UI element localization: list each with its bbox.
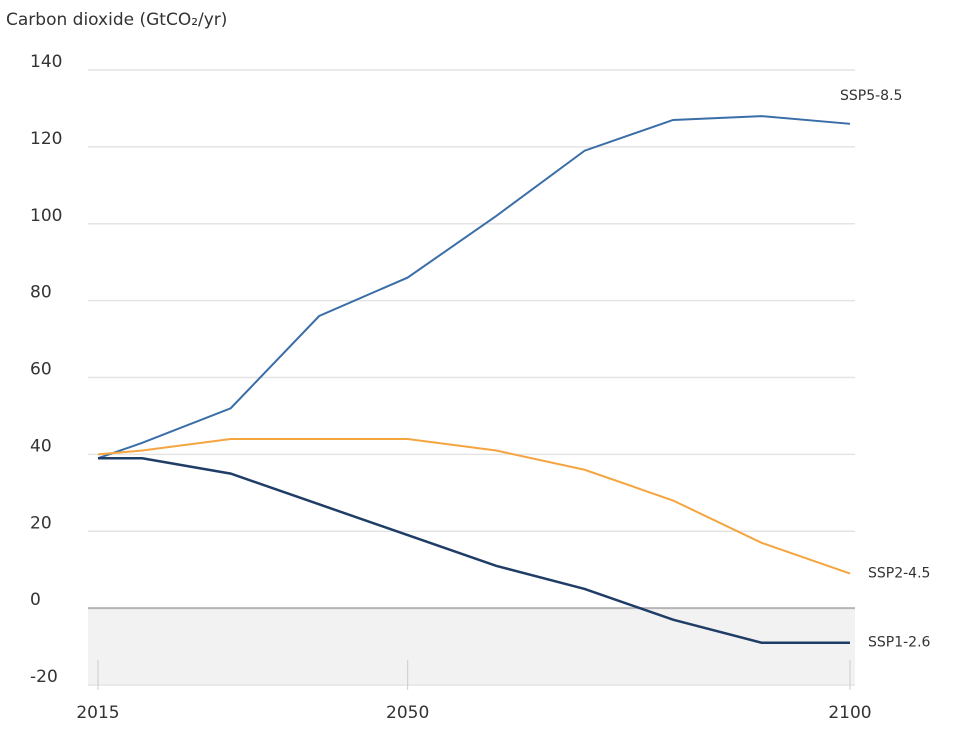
y-tick-label: -20 [30,667,58,687]
x-tick-label: 2100 [828,703,871,723]
negative-zone [88,608,855,685]
y-tick-label: 100 [30,206,62,226]
series-line [97,115,851,460]
series-line [98,456,850,644]
series-line [97,438,851,575]
y-tick-label: 120 [30,129,62,149]
y-tick-label: 20 [30,513,52,533]
chart-title: Carbon dioxide (GtCO₂/yr) [6,10,227,30]
series-label: SSP5-8.5 [840,88,902,104]
x-tick-label: 2050 [386,703,429,723]
series-label: SSP1-2.6 [868,635,931,651]
x-tick-label: 2015 [76,703,119,723]
y-tick-label: 0 [30,590,41,610]
y-tick-label: 140 [30,52,62,72]
series-label: SSP2-4.5 [868,566,930,582]
y-tick-label: 60 [30,360,52,380]
y-tick-label: 40 [30,436,52,456]
y-tick-label: 80 [30,283,52,303]
